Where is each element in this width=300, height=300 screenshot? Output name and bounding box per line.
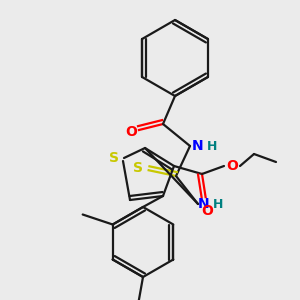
Text: H: H — [213, 197, 223, 211]
Text: O: O — [201, 204, 213, 218]
Text: N: N — [198, 197, 210, 211]
Text: H: H — [207, 140, 217, 152]
Text: N: N — [192, 139, 204, 153]
Text: O: O — [125, 125, 137, 139]
Text: S: S — [109, 151, 119, 165]
Text: O: O — [226, 159, 238, 173]
Text: S: S — [133, 161, 143, 175]
